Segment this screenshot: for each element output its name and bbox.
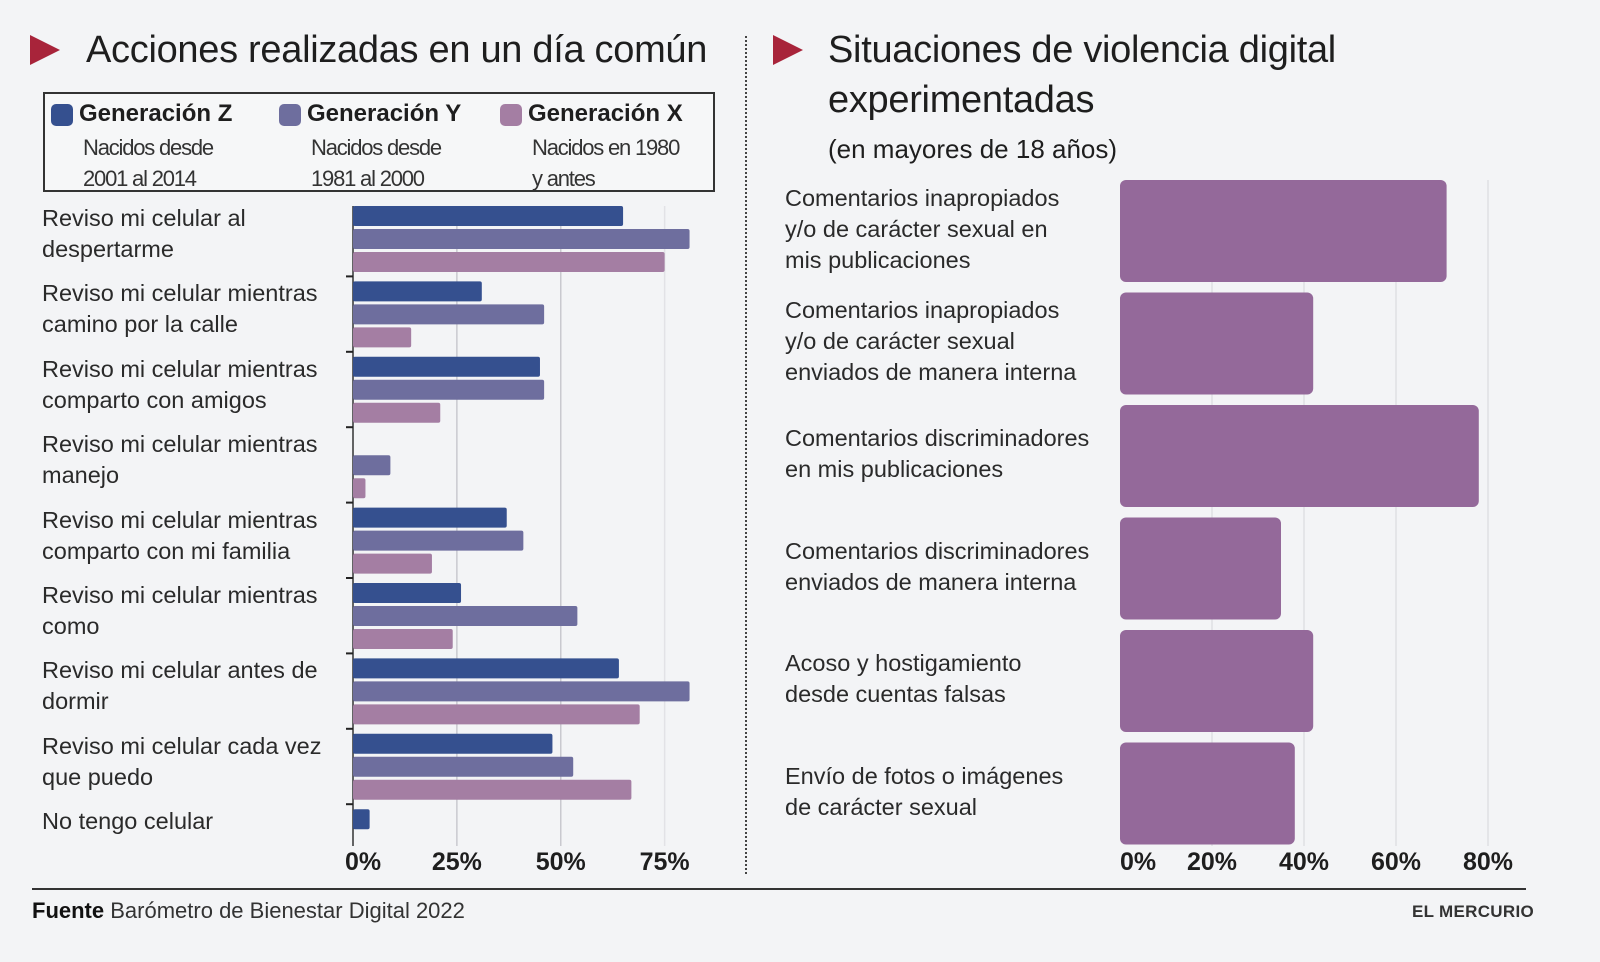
- right-title-marker-icon: [773, 35, 803, 65]
- bar-generaci-n-y-3: [353, 455, 391, 476]
- x-tick-label: 0%: [345, 848, 382, 876]
- x-tick-label: 75%: [639, 848, 690, 876]
- legend: Generación Z Nacidos desde 2001 al 2014 …: [43, 92, 715, 192]
- category-label: Reviso mi celular mientras comparto con …: [42, 355, 318, 413]
- bar-violence-3: [1120, 517, 1281, 620]
- x-tick-label: 20%: [1186, 848, 1238, 876]
- category-label: Reviso mi celular antes de dormir: [42, 657, 318, 715]
- bar-violence-0: [1120, 180, 1447, 282]
- left-title-marker-icon: [30, 35, 60, 65]
- legend-swatch-gen-z: [51, 104, 73, 126]
- legend-name: Generación X: [528, 100, 683, 127]
- source-label: Fuente: [32, 898, 105, 923]
- bar-generaci-n-x-0: [353, 252, 665, 272]
- bar-generaci-n-z-4: [353, 507, 507, 528]
- legend-sub: Nacidos desde 2001 al 2014: [83, 135, 214, 191]
- right-chart-subtitle: (en mayores de 18 años): [828, 134, 1118, 164]
- x-tick-label: 50%: [535, 848, 586, 876]
- bar-generaci-n-z-7: [353, 733, 553, 754]
- bar-generaci-n-y-1: [353, 304, 545, 325]
- bar-generaci-n-x-2: [353, 402, 441, 423]
- legend-swatch-gen-y: [279, 104, 301, 126]
- footer-source: Fuente Barómetro de Bienestar Digital 20…: [32, 898, 465, 924]
- legend-sub: Nacidos desde 1981 al 2000: [311, 135, 442, 191]
- x-tick-label: 0%: [1120, 848, 1157, 876]
- legend-name: Generación Y: [307, 100, 462, 127]
- category-label: Comentarios inapropiados y/o de carácter…: [785, 297, 1077, 385]
- bar-generaci-n-z-1: [353, 281, 482, 302]
- brand-logo: EL MERCURIO: [1412, 902, 1534, 921]
- bar-generaci-n-y-5: [353, 606, 578, 626]
- category-label: Reviso mi celular al despertarme: [42, 205, 246, 262]
- category-label: Acoso y hostigamiento desde cuentas fals…: [785, 650, 1022, 707]
- bar-generaci-n-y-4: [353, 530, 524, 551]
- footer-divider: [32, 888, 1526, 890]
- bar-generaci-n-x-5: [353, 629, 453, 649]
- x-tick-label: 25%: [431, 848, 482, 876]
- legend-sub: Nacidos en 1980 y antes: [532, 135, 680, 191]
- bar-generaci-n-z-6: [353, 658, 619, 679]
- bar-generaci-n-z-0: [353, 206, 624, 226]
- bar-generaci-n-y-6: [353, 681, 690, 702]
- bar-generaci-n-x-3: [353, 478, 366, 499]
- bar-generaci-n-x-6: [353, 704, 640, 725]
- category-label: Comentarios inapropiados y/o de carácter…: [785, 184, 1060, 273]
- left-chart-title: Acciones realizadas en un día común: [86, 29, 708, 71]
- bar-generaci-n-y-0: [353, 229, 690, 249]
- category-label: Reviso mi celular mientras como: [42, 582, 318, 639]
- panel-divider: [745, 36, 747, 874]
- bar-generaci-n-z-5: [353, 583, 462, 603]
- bar-generaci-n-z-2: [353, 356, 540, 377]
- bar-violence-1: [1120, 292, 1314, 395]
- bar-generaci-n-y-7: [353, 756, 574, 777]
- category-label: Comentarios discriminadores en mis publi…: [785, 425, 1090, 482]
- category-label: Reviso mi celular mientras camino por la…: [42, 280, 318, 338]
- category-label: Reviso mi celular mientras comparto con …: [42, 506, 318, 564]
- legend-name: Generación Z: [79, 100, 233, 127]
- bar-generaci-n-x-4: [353, 553, 432, 574]
- category-label: No tengo celular: [42, 808, 214, 835]
- bar-violence-5: [1120, 742, 1295, 845]
- category-label: Comentarios discriminadores enviados de …: [785, 537, 1090, 595]
- source-text: Barómetro de Bienestar Digital 2022: [110, 898, 465, 923]
- category-label: Reviso mi celular mientras manejo: [42, 431, 318, 489]
- bar-generaci-n-z-8: [353, 809, 370, 830]
- x-tick-label: 60%: [1370, 848, 1422, 876]
- x-tick-label: 40%: [1278, 848, 1330, 876]
- bar-violence-4: [1120, 630, 1314, 732]
- right-chart-title-line1: Situaciones de violencia digital: [828, 29, 1336, 71]
- bar-generaci-n-y-2: [353, 379, 545, 400]
- legend-swatch-gen-x: [500, 104, 522, 126]
- category-label: Envío de fotos o imágenes de carácter se…: [785, 762, 1064, 820]
- bar-generaci-n-x-1: [353, 327, 412, 348]
- right-chart-title-line2: experimentadas: [828, 79, 1095, 121]
- bar-violence-2: [1120, 405, 1479, 507]
- bar-generaci-n-x-7: [353, 779, 632, 800]
- category-label: Reviso mi celular cada vez que puedo: [42, 732, 322, 790]
- x-tick-label: 80%: [1462, 848, 1514, 876]
